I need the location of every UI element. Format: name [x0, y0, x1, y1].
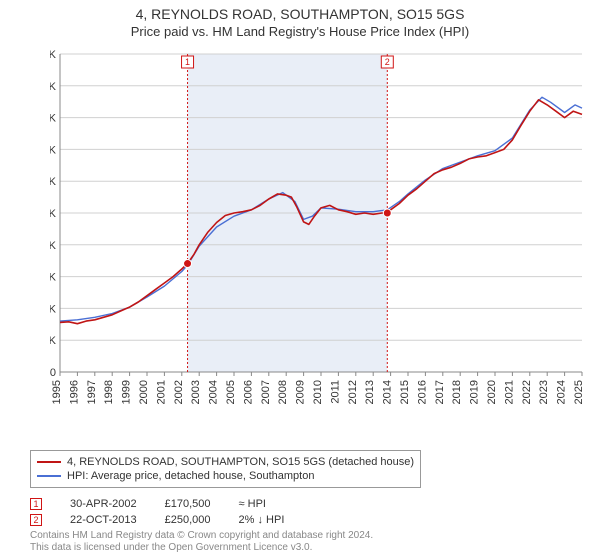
svg-text:2014: 2014 — [382, 380, 394, 404]
svg-text:£0: £0 — [50, 367, 56, 379]
legend-label-1: HPI: Average price, detached house, Sout… — [67, 469, 314, 483]
svg-text:1: 1 — [185, 57, 190, 67]
svg-text:2013: 2013 — [364, 380, 376, 404]
svg-text:1995: 1995 — [51, 380, 63, 404]
sale-price-0: £170,500 — [165, 498, 211, 510]
svg-text:£300K: £300K — [50, 176, 57, 188]
svg-text:2007: 2007 — [260, 380, 272, 404]
legend-box: 4, REYNOLDS ROAD, SOUTHAMPTON, SO15 5GS … — [30, 450, 421, 488]
page-title: 4, REYNOLDS ROAD, SOUTHAMPTON, SO15 5GS — [0, 0, 600, 22]
sale-marker-0: 1 — [30, 498, 42, 510]
sale-row-1: 2 22-OCT-2013 £250,000 2% ↓ HPI — [30, 514, 590, 526]
chart-plot: £0 £50K £100K £150K £200K £250K £300K £350K £400… — [50, 48, 590, 418]
svg-text:2004: 2004 — [208, 380, 220, 404]
chart-container: 4, REYNOLDS ROAD, SOUTHAMPTON, SO15 5GS … — [0, 0, 600, 560]
svg-text:1999: 1999 — [121, 380, 133, 404]
svg-text:2018: 2018 — [451, 380, 463, 404]
sale-marker-1: 2 — [30, 514, 42, 526]
svg-text:2011: 2011 — [329, 380, 341, 404]
svg-text:£100K: £100K — [50, 303, 57, 315]
sale-date-1: 22-OCT-2013 — [70, 514, 137, 526]
legend-swatch-0 — [37, 461, 61, 463]
sale-row-0: 1 30-APR-2002 £170,500 ≈ HPI — [30, 498, 590, 510]
svg-text:2025: 2025 — [573, 380, 585, 404]
sale-date-0: 30-APR-2002 — [70, 498, 137, 510]
svg-text:2021: 2021 — [503, 380, 515, 404]
svg-text:2: 2 — [385, 57, 390, 67]
svg-text:1998: 1998 — [103, 380, 115, 404]
svg-text:2023: 2023 — [538, 380, 550, 404]
svg-text:2002: 2002 — [173, 380, 185, 404]
legend-and-sales: 4, REYNOLDS ROAD, SOUTHAMPTON, SO15 5GS … — [30, 450, 590, 554]
legend-label-0: 4, REYNOLDS ROAD, SOUTHAMPTON, SO15 5GS … — [67, 455, 414, 469]
attribution: Contains HM Land Registry data © Crown c… — [30, 530, 590, 554]
svg-text:2005: 2005 — [225, 380, 237, 404]
sale-hpi-0: ≈ HPI — [239, 498, 266, 510]
svg-text:1996: 1996 — [68, 380, 80, 404]
svg-text:2008: 2008 — [277, 380, 289, 404]
svg-text:2019: 2019 — [469, 380, 481, 404]
sale-hpi-1: 2% ↓ HPI — [239, 514, 285, 526]
svg-text:£400K: £400K — [50, 113, 57, 125]
legend-row-0: 4, REYNOLDS ROAD, SOUTHAMPTON, SO15 5GS … — [37, 455, 414, 469]
svg-text:2000: 2000 — [138, 380, 150, 404]
svg-text:£450K: £450K — [50, 81, 57, 93]
legend-swatch-1 — [37, 475, 61, 477]
sale-price-1: £250,000 — [165, 514, 211, 526]
svg-text:£50K: £50K — [50, 335, 57, 347]
svg-text:£200K: £200K — [50, 240, 57, 252]
svg-text:£250K: £250K — [50, 208, 57, 220]
svg-text:£500K: £500K — [50, 49, 57, 61]
svg-text:2017: 2017 — [434, 380, 446, 404]
svg-text:2009: 2009 — [295, 380, 307, 404]
svg-text:1997: 1997 — [86, 380, 98, 404]
svg-text:2003: 2003 — [190, 380, 202, 404]
svg-text:£150K: £150K — [50, 272, 57, 284]
svg-text:£350K: £350K — [50, 144, 57, 156]
svg-text:2022: 2022 — [521, 380, 533, 404]
svg-text:2024: 2024 — [556, 380, 568, 404]
svg-text:2006: 2006 — [242, 380, 254, 404]
svg-text:2012: 2012 — [347, 380, 359, 404]
page-subtitle: Price paid vs. HM Land Registry's House … — [0, 22, 600, 39]
svg-text:2001: 2001 — [155, 380, 167, 404]
svg-text:2015: 2015 — [399, 380, 411, 404]
svg-text:2010: 2010 — [312, 380, 324, 404]
svg-text:2016: 2016 — [416, 380, 428, 404]
legend-row-1: HPI: Average price, detached house, Sout… — [37, 469, 414, 483]
svg-text:2020: 2020 — [486, 380, 498, 404]
